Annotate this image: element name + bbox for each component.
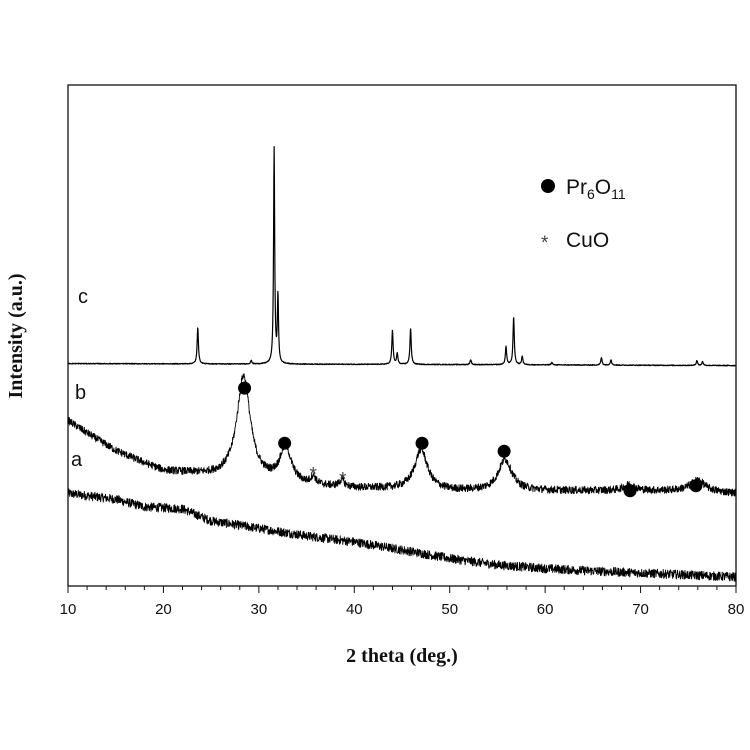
legend-label-pr6o11: Pr6O11 bbox=[566, 176, 626, 202]
trace-c bbox=[67, 145, 737, 367]
x-axis-title: 2 theta (deg.) bbox=[346, 645, 458, 667]
trace-a bbox=[67, 488, 737, 582]
legend-label-cuo: CuO bbox=[566, 229, 609, 252]
pr6o11-peak-marker bbox=[689, 479, 703, 493]
trace-label-b: b bbox=[75, 382, 86, 404]
cuo-peak-marker: * bbox=[310, 464, 318, 485]
x-tick-label: 60 bbox=[537, 601, 554, 618]
peak-markers: * * bbox=[238, 381, 703, 498]
x-axis-ticks: 10 20 30 40 50 60 70 80 bbox=[60, 586, 745, 618]
x-tick-label: 20 bbox=[155, 601, 172, 618]
cuo-peak-marker: * bbox=[339, 469, 347, 490]
legend-asterisk-marker: * bbox=[541, 233, 549, 254]
trace-b bbox=[67, 373, 737, 497]
pr6o11-peak-marker bbox=[623, 484, 637, 498]
legend: Pr6O11 * CuO bbox=[541, 176, 626, 254]
pr6o11-peak-marker bbox=[278, 436, 292, 450]
trace-label-c: c bbox=[78, 286, 88, 308]
x-tick-label: 80 bbox=[728, 601, 745, 618]
x-tick-label: 40 bbox=[346, 601, 363, 618]
x-tick-label: 50 bbox=[441, 601, 458, 618]
pr6o11-peak-marker bbox=[497, 444, 511, 458]
trace-label-a: a bbox=[71, 449, 83, 471]
x-tick-label: 10 bbox=[60, 601, 77, 618]
x-tick-label: 70 bbox=[632, 601, 649, 618]
legend-circle-marker bbox=[541, 179, 555, 193]
traces bbox=[67, 145, 737, 582]
pr6o11-peak-marker bbox=[415, 436, 429, 450]
pr6o11-peak-marker bbox=[238, 381, 252, 395]
x-tick-label: 30 bbox=[251, 601, 268, 618]
y-axis-title: Intensity (a.u.) bbox=[5, 273, 27, 398]
plot-frame bbox=[67, 84, 737, 587]
